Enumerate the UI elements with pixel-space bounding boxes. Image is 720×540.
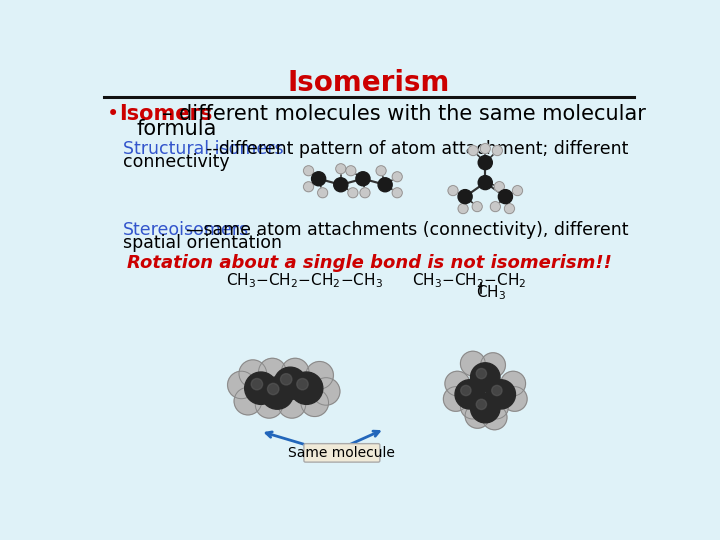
Circle shape bbox=[278, 390, 306, 418]
Circle shape bbox=[476, 399, 487, 409]
Circle shape bbox=[274, 367, 307, 400]
Text: Rotation about a single bond is not isomerism!!: Rotation about a single bond is not isom… bbox=[127, 254, 611, 273]
Circle shape bbox=[498, 190, 513, 204]
Text: $\mathrm{CH_3{-}CH_2{-}CH_2{-}CH_3}$: $\mathrm{CH_3{-}CH_2{-}CH_2{-}CH_3}$ bbox=[225, 271, 382, 290]
Circle shape bbox=[503, 387, 527, 411]
Circle shape bbox=[471, 394, 500, 423]
Circle shape bbox=[282, 358, 309, 386]
Circle shape bbox=[480, 144, 490, 153]
Circle shape bbox=[448, 186, 458, 195]
Circle shape bbox=[304, 166, 314, 176]
Circle shape bbox=[468, 146, 478, 156]
Circle shape bbox=[505, 204, 515, 214]
Text: Stereoisomers: Stereoisomers bbox=[122, 221, 248, 239]
Text: – different molecules with the same molecular: – different molecules with the same mole… bbox=[162, 104, 646, 124]
Circle shape bbox=[392, 172, 402, 182]
Circle shape bbox=[304, 182, 314, 192]
Circle shape bbox=[336, 164, 346, 174]
Circle shape bbox=[258, 358, 286, 386]
Circle shape bbox=[482, 405, 507, 430]
Circle shape bbox=[318, 188, 328, 198]
Text: connectivity: connectivity bbox=[122, 153, 229, 171]
Circle shape bbox=[495, 181, 505, 192]
Circle shape bbox=[513, 186, 523, 195]
FancyBboxPatch shape bbox=[304, 444, 380, 462]
Text: Same molecule: Same molecule bbox=[289, 446, 395, 460]
Circle shape bbox=[444, 387, 468, 411]
Circle shape bbox=[458, 190, 472, 204]
Circle shape bbox=[478, 156, 492, 170]
Circle shape bbox=[297, 379, 308, 390]
Circle shape bbox=[312, 377, 340, 405]
Text: •: • bbox=[107, 104, 120, 124]
Circle shape bbox=[251, 379, 263, 390]
Circle shape bbox=[376, 166, 386, 176]
Circle shape bbox=[334, 178, 348, 192]
Text: $\mathrm{CH_3}$: $\mathrm{CH_3}$ bbox=[476, 284, 506, 302]
Circle shape bbox=[281, 374, 292, 385]
Circle shape bbox=[500, 372, 526, 396]
Circle shape bbox=[346, 166, 356, 176]
Circle shape bbox=[360, 188, 370, 198]
Text: spatial orientation: spatial orientation bbox=[122, 234, 282, 252]
Circle shape bbox=[492, 386, 502, 396]
Circle shape bbox=[245, 372, 277, 404]
Circle shape bbox=[445, 372, 469, 396]
Circle shape bbox=[492, 146, 503, 156]
Circle shape bbox=[267, 383, 279, 395]
Circle shape bbox=[228, 371, 256, 399]
Text: —same atom attachments (connectivity), different: —same atom attachments (connectivity), d… bbox=[186, 221, 629, 239]
Circle shape bbox=[486, 380, 516, 409]
Circle shape bbox=[234, 387, 262, 415]
Circle shape bbox=[484, 394, 508, 419]
Circle shape bbox=[458, 204, 468, 214]
Text: formula: formula bbox=[137, 119, 217, 139]
Circle shape bbox=[348, 188, 358, 198]
Circle shape bbox=[256, 390, 283, 418]
Circle shape bbox=[471, 363, 500, 392]
Circle shape bbox=[465, 403, 490, 428]
Circle shape bbox=[478, 176, 492, 190]
Text: Structural isomers: Structural isomers bbox=[122, 140, 283, 159]
Circle shape bbox=[472, 201, 482, 212]
Circle shape bbox=[461, 394, 485, 419]
Circle shape bbox=[392, 188, 402, 198]
Circle shape bbox=[461, 386, 471, 396]
Circle shape bbox=[312, 172, 325, 186]
Circle shape bbox=[481, 353, 505, 377]
Text: --different pattern of atom attachment; different: --different pattern of atom attachment; … bbox=[206, 140, 629, 159]
Circle shape bbox=[306, 361, 333, 389]
Circle shape bbox=[301, 389, 328, 416]
Circle shape bbox=[461, 351, 485, 376]
Circle shape bbox=[490, 201, 500, 212]
Circle shape bbox=[356, 172, 370, 186]
Text: $\mathrm{CH_3{-}CH_2{-}CH_2}$: $\mathrm{CH_3{-}CH_2{-}CH_2}$ bbox=[412, 271, 526, 290]
Text: Isomerism: Isomerism bbox=[288, 69, 450, 97]
Circle shape bbox=[378, 178, 392, 192]
Text: Isomers: Isomers bbox=[120, 104, 213, 124]
Circle shape bbox=[239, 360, 266, 387]
Circle shape bbox=[261, 377, 294, 409]
Circle shape bbox=[476, 368, 487, 379]
Circle shape bbox=[290, 372, 323, 404]
Circle shape bbox=[455, 380, 485, 409]
